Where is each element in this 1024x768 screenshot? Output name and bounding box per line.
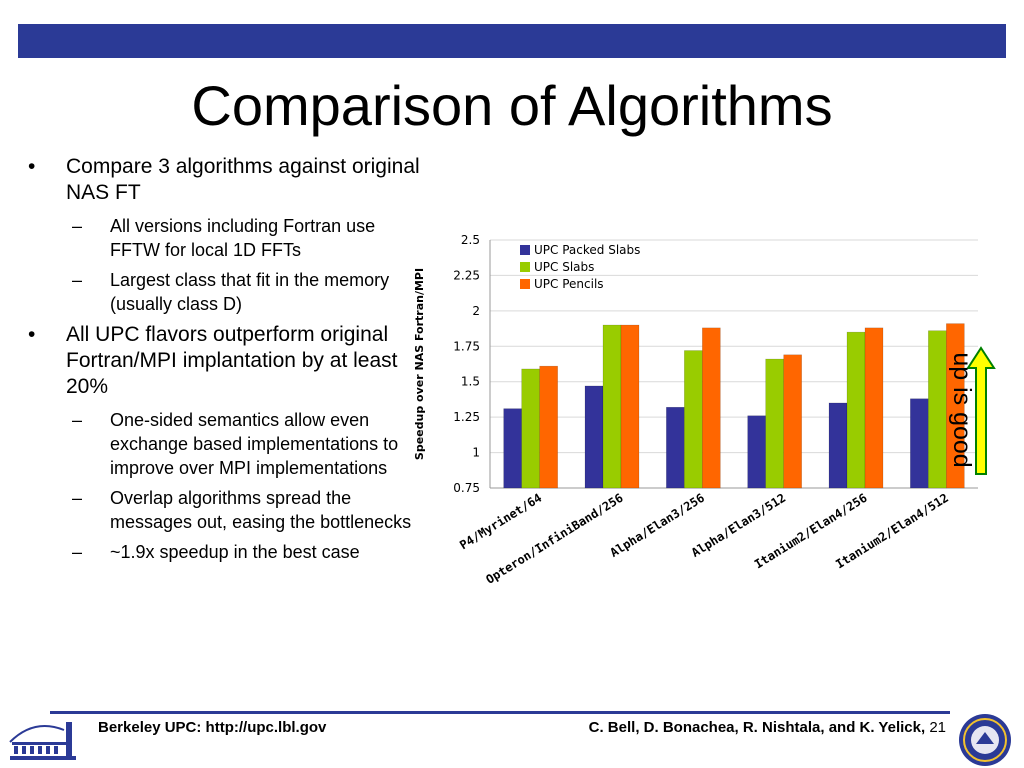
bar [521,368,540,489]
y-tick-label: 1.5 [461,375,480,389]
up-arrow-icon [966,346,996,475]
bar [539,365,558,489]
bar [666,406,685,489]
bullet-item: • Compare 3 algorithms against original … [28,154,423,206]
dash-marker: – [72,410,83,430]
bar [503,408,522,489]
sub-bullet-item: – Overlap algorithms spread the messages… [72,486,423,534]
sub-bullet-item: – Largest class that fit in the memory (… [72,268,423,316]
sub-bullet-text: Largest class that fit in the memory (us… [110,270,390,314]
y-axis-label: Speedup over NAS Fortran/MPI [413,268,426,460]
legend-swatch [520,279,530,289]
footer-authors: C. Bell, D. Bonachea, R. Nishtala, and K… [588,719,926,736]
y-tick-label: 1 [472,446,480,460]
bar [783,354,802,489]
dash-marker: – [72,488,83,508]
berkeley-lab-logo [9,722,76,760]
y-tick-label: 1.25 [453,410,480,424]
page-number: 21 [929,719,946,736]
y-tick-label: 2 [472,304,480,318]
legend-swatch [520,245,530,255]
bar [684,350,703,489]
dash-marker: – [72,542,83,562]
bullet-text: All UPC flavors outperform original Fort… [66,323,398,398]
legend-label: UPC Slabs [534,260,594,274]
sub-bullet-text: All versions including Fortran use FFTW … [110,216,376,260]
footer-url: Berkeley UPC: http://upc.lbl.gov [98,719,327,736]
top-accent-bar [18,24,1006,58]
sub-bullet-text: Overlap algorithms spread the messages o… [110,488,412,532]
bullet-item: • All UPC flavors outperform original Fo… [28,322,423,400]
bullet-marker: • [28,323,36,346]
sub-bullet-item: – All versions including Fortran use FFT… [72,214,423,262]
bar [864,327,884,489]
y-tick-label: 0.75 [453,481,480,495]
sub-bullet-text: One-sided semantics allow even exchange … [110,410,399,478]
up-is-good-label: up is good [948,352,976,468]
legend-label: UPC Pencils [534,277,604,291]
legend-label: UPC Packed Slabs [534,243,640,257]
bar [828,402,848,489]
footer-rule [50,711,950,714]
bar [910,398,929,489]
bullet-text: Compare 3 algorithms against original NA… [66,155,420,204]
bar [765,358,784,489]
x-tick-label: Opteron/InfiniBand/256 [483,491,625,587]
legend-swatch [520,262,530,272]
bar [946,323,965,489]
sub-bullet-item: – ~1.9x speedup in the best case [72,540,423,564]
footer-credits: C. Bell, D. Bonachea, R. Nishtala, and K… [589,719,946,736]
bar [747,415,766,489]
y-tick-label: 2.25 [453,268,480,282]
y-tick-label: 2.5 [461,233,480,247]
university-seal-icon [959,714,1011,766]
dash-marker: – [72,270,83,290]
y-tick-label: 1.75 [453,339,480,353]
x-tick-label: P4/Myrinet/64 [457,491,544,553]
sub-bullet-text: ~1.9x speedup in the best case [110,542,360,562]
bar [620,324,640,489]
bar [602,324,622,489]
bar [584,385,604,489]
speedup-bar-chart: 0.75 1 1.25 1.5 1.75 2 2.25 2.5 Speedup over NAS… [413,233,978,587]
sub-bullet-item: – One-sided semantics allow even exchang… [72,408,423,480]
dash-marker: – [72,216,83,236]
slide-title: Comparison of Algorithms [191,74,833,137]
bullet-marker: • [28,155,36,178]
bar [846,331,866,489]
bullet-list: • Compare 3 algorithms against original … [28,154,423,570]
bar [702,327,721,489]
